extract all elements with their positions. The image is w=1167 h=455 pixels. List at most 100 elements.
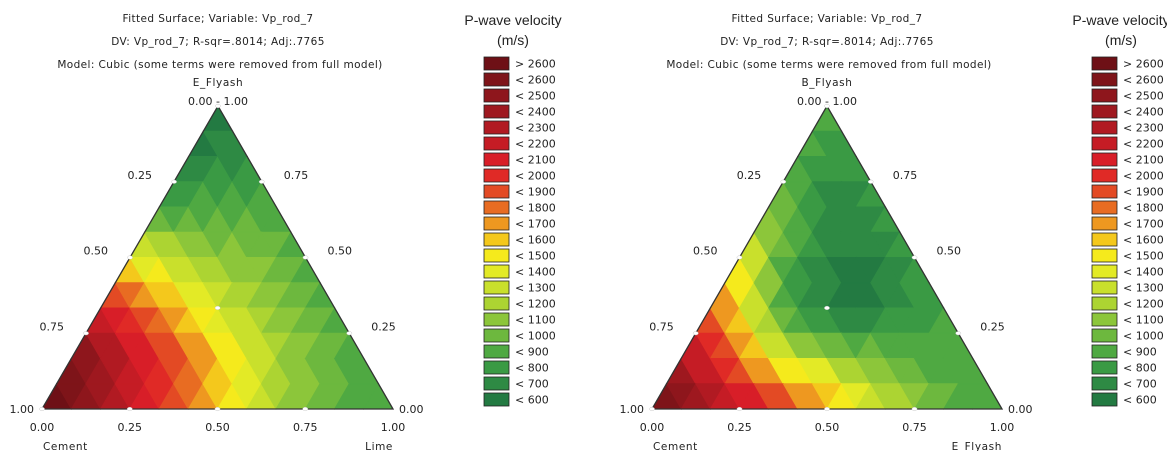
legend-label: < 2500 bbox=[1123, 90, 1164, 103]
legend-label: < 900 bbox=[515, 346, 549, 359]
legend-swatch bbox=[1092, 105, 1117, 118]
legend-swatch bbox=[484, 377, 509, 390]
contour-cell bbox=[812, 106, 841, 131]
legend-label: > 2600 bbox=[515, 58, 556, 71]
legend-swatch bbox=[484, 57, 509, 70]
legend-label: < 2500 bbox=[515, 90, 556, 103]
legend-label: < 1700 bbox=[1123, 218, 1164, 231]
legend-swatch bbox=[1092, 377, 1117, 390]
legend-swatch bbox=[1092, 57, 1117, 70]
design-point bbox=[39, 407, 44, 411]
legend-unit: (m/s) bbox=[497, 32, 529, 48]
legend-label: < 1500 bbox=[1123, 250, 1164, 263]
legend-swatch bbox=[484, 361, 509, 374]
left-axis-tick: 0.75 bbox=[40, 320, 65, 333]
legend-label: < 2400 bbox=[1123, 106, 1164, 119]
design-point bbox=[912, 407, 917, 411]
legend-label: < 2200 bbox=[1123, 138, 1164, 151]
bottom-axis-tick: 0.75 bbox=[293, 421, 318, 434]
legend-swatch bbox=[484, 217, 509, 230]
legend-swatch bbox=[484, 265, 509, 278]
contour-surface bbox=[42, 106, 393, 409]
legend-label: < 2000 bbox=[1123, 170, 1164, 183]
legend-swatch bbox=[484, 137, 509, 150]
legend-swatch bbox=[484, 329, 509, 342]
legend-swatch bbox=[484, 313, 509, 326]
legend-swatch bbox=[484, 121, 509, 134]
legend-label: < 1000 bbox=[1123, 330, 1164, 343]
design-point bbox=[171, 180, 176, 184]
design-point bbox=[824, 407, 829, 411]
legend-swatch bbox=[1092, 233, 1117, 246]
legend-label: < 2300 bbox=[515, 122, 556, 135]
right-axis-tick: 0.25 bbox=[371, 320, 396, 333]
right-axis-tick: 0.00 bbox=[1008, 403, 1033, 416]
legend-swatch bbox=[1092, 313, 1117, 326]
left-axis-tick: 0.25 bbox=[128, 169, 153, 182]
legend-swatch bbox=[484, 169, 509, 182]
design-point bbox=[912, 256, 917, 260]
bottom-axis-tick: 0.75 bbox=[902, 421, 927, 434]
left-axis-tick: 0.50 bbox=[84, 245, 109, 258]
legend-label: < 2400 bbox=[515, 106, 556, 119]
design-point bbox=[215, 306, 220, 310]
design-point bbox=[83, 331, 88, 335]
legend-swatch bbox=[1092, 217, 1117, 230]
legend-label: > 2600 bbox=[1123, 58, 1164, 71]
design-point bbox=[303, 256, 308, 260]
legend-swatch bbox=[1092, 73, 1117, 86]
legend-label: < 1800 bbox=[1123, 202, 1164, 215]
legend-swatch bbox=[484, 185, 509, 198]
legend-label: < 1100 bbox=[515, 314, 556, 327]
design-point bbox=[215, 407, 220, 411]
legend-label: < 2600 bbox=[1123, 74, 1164, 87]
bottom-axis-tick: 0.50 bbox=[815, 421, 840, 434]
design-point bbox=[824, 104, 829, 108]
left-axis-tick: 0.75 bbox=[649, 320, 674, 333]
right-axis-tick: 0.50 bbox=[328, 245, 353, 258]
chart-subtitle: DV: Vp_rod_7; R-sqr=.8014; Adj:.7765 bbox=[720, 36, 934, 48]
legend-swatch bbox=[1092, 249, 1117, 262]
bottom-right-vertex-label: E_Flyash bbox=[952, 441, 1002, 451]
chart-subtitle: DV: Vp_rod_7; R-sqr=.8014; Adj:.7765 bbox=[111, 36, 325, 48]
legend-swatch bbox=[484, 105, 509, 118]
legend-label: < 2200 bbox=[515, 138, 556, 151]
legend-label: < 1800 bbox=[515, 202, 556, 215]
design-point bbox=[737, 407, 742, 411]
legend-label: < 800 bbox=[1123, 362, 1157, 375]
bottom-left-vertex-label: Cement bbox=[43, 441, 88, 451]
legend-label: < 1500 bbox=[515, 250, 556, 263]
legend-swatch bbox=[1092, 121, 1117, 134]
legend-title: P-wave velocity bbox=[464, 12, 561, 28]
bottom-axis-tick: 1.00 bbox=[990, 421, 1015, 434]
design-point bbox=[215, 104, 220, 108]
legend-swatch bbox=[484, 345, 509, 358]
design-point bbox=[303, 407, 308, 411]
left-axis-tick: 1.00 bbox=[620, 403, 645, 416]
right-axis-tick: 0.75 bbox=[284, 169, 309, 182]
legend-swatch bbox=[1092, 281, 1117, 294]
legend-swatch bbox=[484, 233, 509, 246]
right-axis-tick: 0.50 bbox=[937, 245, 962, 258]
legend-swatch bbox=[1092, 393, 1117, 406]
legend-swatch bbox=[1092, 297, 1117, 310]
bottom-axis-tick: 0.25 bbox=[727, 421, 752, 434]
legend-label: < 700 bbox=[1123, 378, 1157, 391]
legend-swatch bbox=[1092, 137, 1117, 150]
ternary-chart-left: Fitted Surface; Variable: Vp_rod_7 DV: Vp… bbox=[0, 0, 584, 451]
legend-label: < 1400 bbox=[515, 266, 556, 279]
design-point bbox=[127, 256, 132, 260]
legend-label: < 1400 bbox=[1123, 266, 1164, 279]
left-axis-tick: 0.25 bbox=[737, 169, 762, 182]
legend-label: < 1200 bbox=[515, 298, 556, 311]
design-point bbox=[781, 180, 786, 184]
legend-swatch bbox=[484, 249, 509, 262]
legend-swatch bbox=[1092, 329, 1117, 342]
left-axis-tick: 0.50 bbox=[693, 245, 718, 258]
design-point bbox=[693, 331, 698, 335]
legend-label: < 1200 bbox=[1123, 298, 1164, 311]
legend-label: < 900 bbox=[1123, 346, 1157, 359]
design-point bbox=[127, 407, 132, 411]
legend-label: < 600 bbox=[1123, 394, 1157, 407]
top-vertex-label: E_Flyash bbox=[193, 77, 243, 89]
